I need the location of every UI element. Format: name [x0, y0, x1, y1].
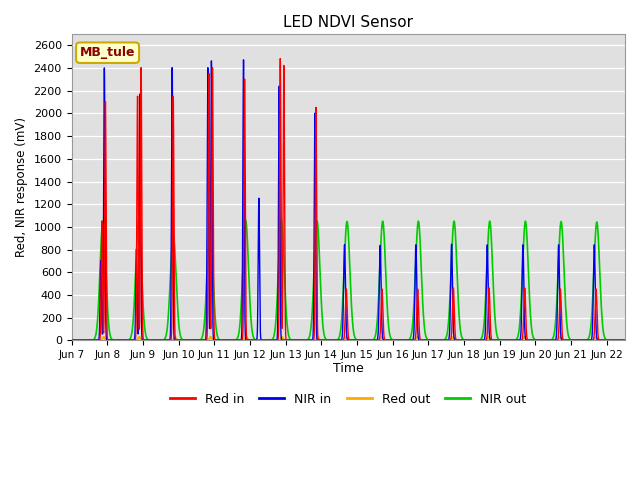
Y-axis label: Red, NIR response (mV): Red, NIR response (mV): [15, 117, 28, 257]
X-axis label: Time: Time: [333, 361, 364, 374]
Legend: Red in, NIR in, Red out, NIR out: Red in, NIR in, Red out, NIR out: [165, 388, 531, 411]
Title: LED NDVI Sensor: LED NDVI Sensor: [283, 15, 413, 30]
Text: MB_tule: MB_tule: [80, 46, 135, 59]
